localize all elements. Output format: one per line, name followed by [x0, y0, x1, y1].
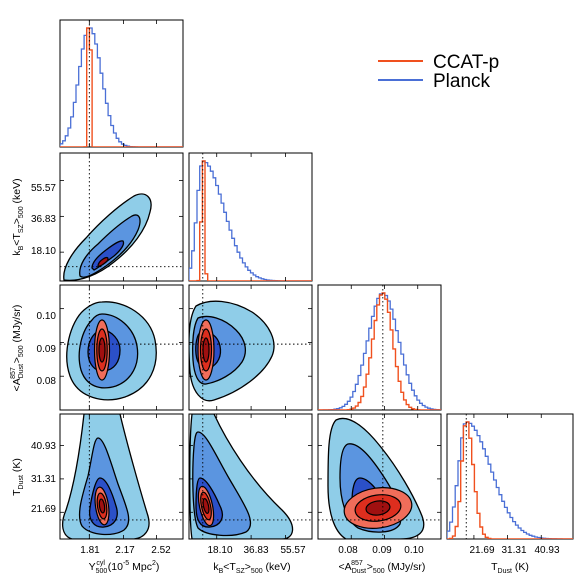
x-axis-label-Y: Y500cyl (10-5 Mpc2) — [89, 560, 160, 575]
y-tick-label-A-2: 0.10 — [37, 311, 57, 322]
marginal-T-ccatp — [447, 421, 573, 539]
x-tick-label-kT-2: 55.57 — [280, 545, 305, 556]
y-axis-label-T: TDust (K) — [11, 458, 25, 496]
contour-kT-vs-Y — [63, 193, 152, 281]
marginal-kT-ccatp — [189, 160, 312, 281]
x-tick-label-kT-1: 36.83 — [243, 545, 268, 556]
y-tick-label-T-0: 21.69 — [31, 504, 56, 515]
y-tick-label-kT-2: 55.57 — [31, 183, 56, 194]
x-axis-label-kT: kB<TSZ>500 (keV) — [213, 561, 290, 575]
contour-T-vs-A — [327, 417, 425, 539]
marginal-Y-planck — [60, 27, 183, 147]
y-axis-labels: kB<TSZ>500 (keV) <ADust857>500 (MJy/sr) … — [10, 178, 25, 496]
marginal-kT-planck — [189, 160, 312, 281]
marginal-Y-ccatp — [60, 27, 183, 147]
legend-label-planck: Planck — [433, 71, 491, 92]
y-axis-label-A: <ADust857>500 (MJy/sr) — [10, 305, 25, 392]
y-tick-labels: 55.57 36.83 18.10 0.10 0.09 0.08 40.93 3… — [31, 183, 56, 515]
contour-T-vs-Y — [61, 414, 150, 539]
x-axis-label-T: TDust (K) — [491, 561, 529, 575]
ccatp-contour-inner — [202, 498, 210, 514]
panel-frame-2-0 — [59, 284, 184, 411]
y-tick-label-A-1: 0.09 — [37, 344, 57, 355]
x-tick-label-A-2: 0.10 — [404, 545, 424, 556]
x-tick-label-Y-2: 2.52 — [151, 545, 171, 556]
x-tick-label-kT-0: 18.10 — [207, 545, 232, 556]
x-axis-labels: Y500cyl (10-5 Mpc2) kB<TSZ>500 (keV) <AD… — [89, 560, 529, 575]
y-tick-label-kT-1: 36.83 — [31, 214, 56, 225]
marginal-histograms — [60, 27, 573, 539]
x-tick-label-A-1: 0.09 — [372, 545, 392, 556]
marginal-A-ccatp — [318, 292, 441, 410]
y-tick-label-A-0: 0.08 — [37, 376, 57, 387]
x-tick-label-T-0: 21.69 — [469, 545, 494, 556]
panel-frame-1-1 — [188, 152, 313, 282]
x-tick-labels: 1.81 2.17 2.52 18.10 36.83 55.57 0.08 0.… — [80, 545, 560, 556]
contour-A-vs-Y — [66, 301, 157, 401]
panel-frame-3-0 — [59, 413, 184, 540]
panel-frame-2-1 — [188, 284, 313, 411]
ccatp-contour — [97, 256, 109, 268]
panel-frame-2-2 — [317, 284, 442, 411]
legend-label-ccatp: CCAT-p — [433, 52, 499, 73]
marginal-T-planck — [447, 421, 573, 539]
x-tick-label-Y-1: 2.17 — [115, 545, 135, 556]
x-tick-label-T-2: 40.93 — [534, 545, 559, 556]
ccatp-contour-inner — [98, 337, 106, 363]
panel-frame-1-0 — [59, 152, 184, 282]
x-tick-label-Y-0: 1.81 — [80, 545, 100, 556]
fiducial-lines — [60, 20, 467, 539]
axis-ticks — [60, 20, 542, 539]
marginal-A-planck — [318, 292, 441, 410]
x-tick-label-A-0: 0.08 — [338, 545, 358, 556]
y-tick-label-T-1: 31.31 — [31, 474, 56, 485]
y-tick-label-kT-0: 18.10 — [31, 246, 56, 257]
x-tick-label-T-1: 31.31 — [501, 545, 526, 556]
y-axis-label-kT: kB<TSZ>500 (keV) — [11, 178, 25, 255]
panel-frame-3-2 — [317, 413, 442, 540]
y-tick-label-T-2: 40.93 — [31, 441, 56, 452]
contour-A-vs-kT — [189, 300, 275, 402]
panel-frames — [59, 19, 574, 540]
panel-frame-3-1 — [188, 413, 313, 540]
panel-frame-3-3 — [446, 413, 574, 540]
ccatp-contour-inner — [98, 498, 106, 514]
ccatp-contour-inner — [202, 337, 210, 363]
x-axis-label-A: <ADust857 >500 (MJy/sr) — [339, 560, 426, 575]
contour-T-vs-kT — [189, 414, 294, 539]
legend: CCAT-p Planck — [378, 52, 499, 92]
ccatp-contour-inner — [365, 500, 391, 516]
